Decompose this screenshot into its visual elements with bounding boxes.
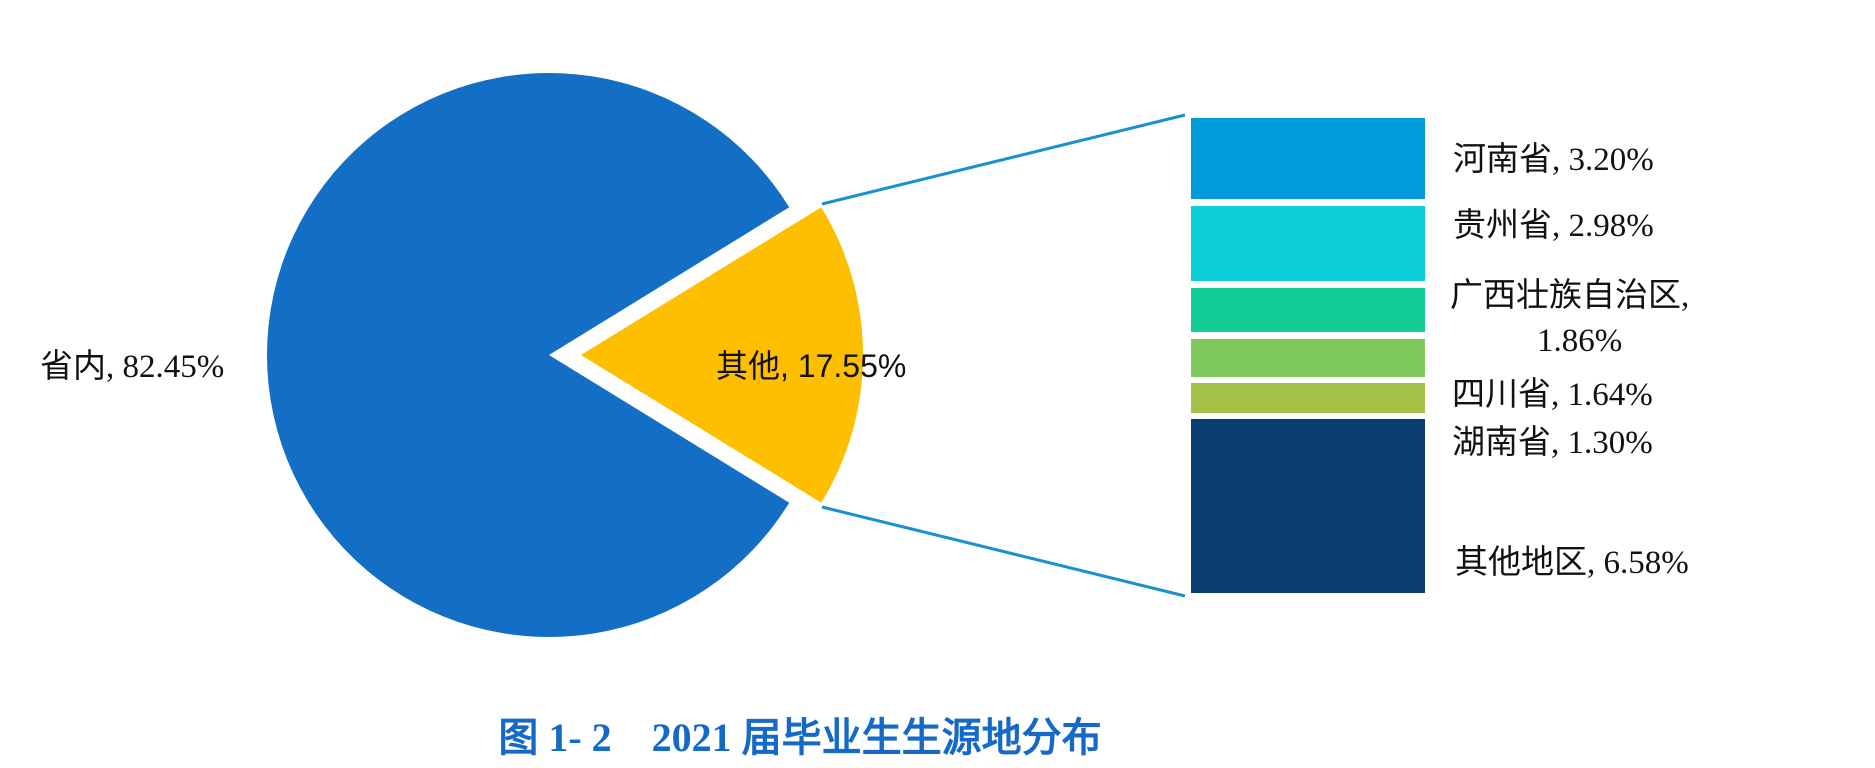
bar-label-guizhou: 贵州省, 2.98%: [1453, 207, 1654, 244]
bar-label-other-regions: 其他地区, 6.58%: [1455, 544, 1689, 581]
pie-label-inside-province: 省内, 82.45%: [40, 348, 224, 385]
bar-label-hunan: 湖南省, 1.30%: [1452, 424, 1653, 461]
bar-segment-hunan: [1191, 383, 1425, 413]
bar-segment-guangxi: [1191, 288, 1425, 332]
bar-label-sichuan: 四川省, 1.64%: [1452, 376, 1653, 413]
bar-segment-henan: [1191, 118, 1425, 199]
bar-label-guangxi-line2: 1.86%: [1537, 323, 1622, 359]
pie-slice-other: [581, 207, 863, 503]
figure-caption: 图 1- 2 2021 届毕业生生源地分布: [498, 715, 1102, 760]
pie-slice-inside-province: [266, 72, 790, 637]
bar-segment-other-regions: [1191, 419, 1425, 593]
bar-label-henan: 河南省, 3.20%: [1453, 141, 1654, 178]
bar-segment-guizhou: [1191, 206, 1425, 281]
connector-line-top: [821, 113, 1186, 206]
pie-label-other: 其他, 17.55%: [716, 348, 906, 384]
bar-segment-sichuan: [1191, 339, 1425, 377]
breakdown-stacked-bar: [1191, 118, 1425, 593]
connector-line-bottom: [821, 505, 1186, 598]
bar-label-guangxi-line1: 广西壮族自治区,: [1450, 277, 1689, 314]
